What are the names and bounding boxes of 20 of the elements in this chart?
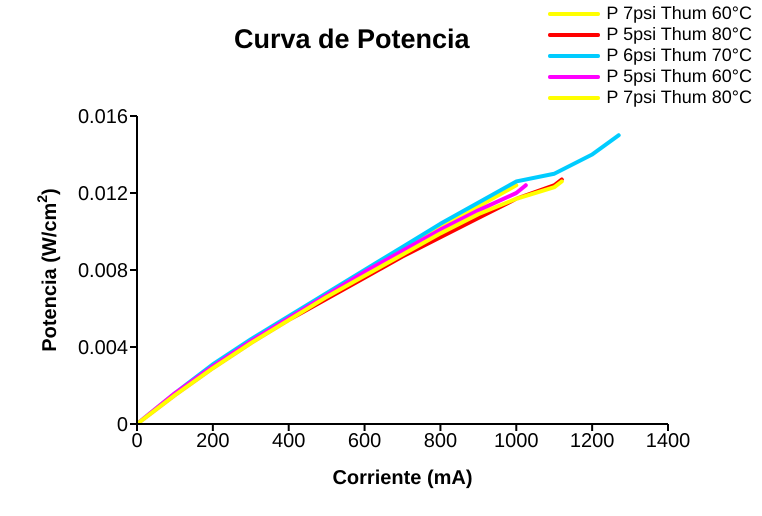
legend-label: P 7psi Thum 80°C [606,87,752,108]
x-tick-label: 600 [348,430,382,452]
x-tick-label: 400 [272,430,306,452]
x-axis-title: Corriente (mA) [332,467,473,489]
x-tick-label: 1000 [494,430,539,452]
legend-label: P 5psi Thum 60°C [606,66,752,87]
x-tick-label: 1400 [646,430,690,452]
y-tick-label: 0.004 [78,337,128,360]
legend-label: P 6psi Thum 70°C [606,45,752,66]
legend-label: P 5psi Thum 80°C [606,24,752,45]
y-tick-label: 0.016 [78,106,128,128]
x-tick-label: 0 [131,430,143,452]
x-tick-label: 1200 [570,430,614,452]
legend-label: P 7psi Thum 60°C [606,3,752,24]
y-tick-label: 0.012 [78,183,128,206]
x-tick-label: 800 [424,430,458,452]
chart-title: Curva de Potencia [234,24,470,55]
x-tick-label: 200 [196,430,230,452]
y-tick-label: 0.008 [78,260,128,282]
y-tick-label: 0 [116,414,128,436]
